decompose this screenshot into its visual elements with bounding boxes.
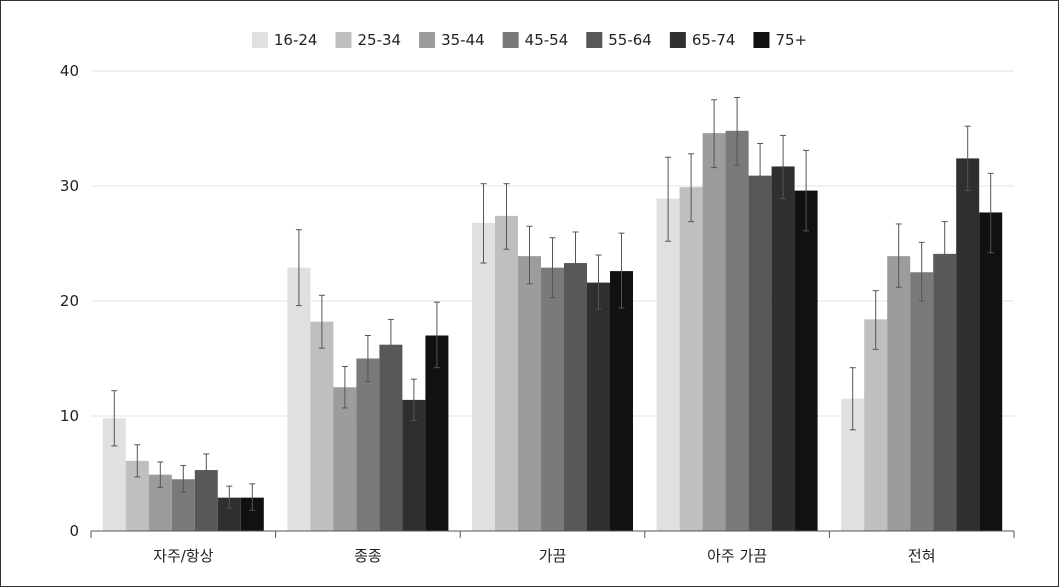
bar bbox=[841, 398, 865, 531]
legend-label: 16-24 bbox=[274, 31, 318, 49]
bar bbox=[148, 474, 172, 531]
bar bbox=[240, 497, 264, 531]
bar bbox=[702, 133, 726, 531]
legend-label: 75+ bbox=[775, 31, 807, 49]
legend-swatch bbox=[502, 32, 519, 48]
bar bbox=[864, 319, 888, 531]
bar bbox=[679, 187, 703, 531]
legend-swatch bbox=[419, 32, 436, 48]
bar bbox=[910, 272, 934, 531]
legend-label: 25-34 bbox=[357, 31, 401, 49]
y-tick-label: 20 bbox=[60, 292, 79, 310]
y-tick-label: 0 bbox=[69, 522, 79, 540]
bar bbox=[956, 158, 980, 531]
bar bbox=[518, 256, 541, 531]
bar bbox=[587, 282, 610, 531]
bar bbox=[379, 344, 403, 531]
bar bbox=[794, 190, 818, 531]
bar bbox=[217, 497, 241, 531]
bar bbox=[425, 335, 449, 531]
x-category-label: 종종 bbox=[354, 547, 382, 565]
bar bbox=[887, 256, 911, 531]
legend-label: 55-64 bbox=[608, 31, 652, 49]
bar bbox=[125, 460, 149, 531]
bar bbox=[748, 175, 772, 531]
bar bbox=[171, 479, 195, 531]
bar bbox=[310, 321, 334, 531]
x-category-label: 아주 가끔 bbox=[707, 547, 767, 565]
legend-swatch bbox=[586, 32, 603, 48]
legend: 16-24 25-34 35-44 45-54 55-64 65-74 75+ bbox=[251, 31, 807, 49]
bar bbox=[771, 166, 795, 531]
bar bbox=[656, 198, 680, 531]
bar bbox=[194, 470, 218, 531]
bar bbox=[725, 130, 749, 532]
y-tick-label: 40 bbox=[60, 62, 79, 80]
legend-swatch bbox=[753, 32, 770, 48]
legend-label: 65-74 bbox=[692, 31, 736, 49]
bar bbox=[933, 253, 957, 531]
bar bbox=[564, 263, 587, 531]
error-bars bbox=[111, 96, 994, 511]
legend-swatch bbox=[669, 32, 686, 48]
bar bbox=[610, 271, 633, 531]
bar bbox=[541, 267, 564, 531]
legend-label: 45-54 bbox=[525, 31, 569, 49]
bar bbox=[495, 215, 518, 531]
bar bbox=[102, 418, 126, 531]
bar bbox=[333, 387, 357, 531]
axes: 0 10 20 30 40 자주/항상 종종 가끔 아주 가끔 전혀 bbox=[60, 62, 1015, 565]
bar bbox=[979, 212, 1003, 531]
bar bbox=[356, 358, 380, 531]
legend-label: 35-44 bbox=[441, 31, 485, 49]
x-category-label: 자주/항상 bbox=[153, 547, 213, 565]
x-category-label: 가끔 bbox=[539, 547, 567, 565]
x-category-label: 전혀 bbox=[908, 547, 936, 565]
bar bbox=[472, 222, 495, 532]
y-tick-label: 10 bbox=[60, 407, 79, 425]
bar bbox=[402, 399, 426, 531]
bar bbox=[287, 267, 311, 531]
legend-swatch bbox=[251, 32, 268, 48]
y-tick-label: 30 bbox=[60, 177, 79, 195]
bars bbox=[102, 130, 1003, 532]
legend-swatch bbox=[335, 32, 352, 48]
